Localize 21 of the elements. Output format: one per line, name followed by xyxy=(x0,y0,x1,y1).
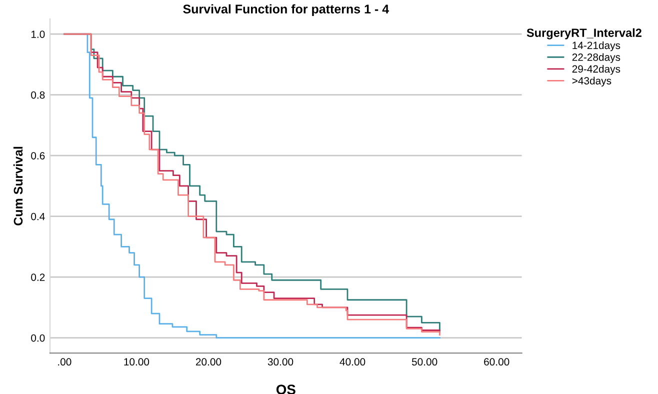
legend-label: 29-42days xyxy=(572,65,620,75)
legend-title: SurgeryRT_Interval2 xyxy=(526,28,642,40)
legend-label: 14-21days xyxy=(572,41,620,52)
y-tick-label: 1.0 xyxy=(31,30,45,38)
y-tick-label: 0.0 xyxy=(31,334,45,342)
x-tick-label: 30.00 xyxy=(268,358,294,366)
chart-title: Survival Function for patterns 1 - 4 xyxy=(183,4,389,16)
y-tick-label: 0.6 xyxy=(31,152,45,160)
x-tick-label: .00 xyxy=(58,358,72,366)
y-tick-label: 0.2 xyxy=(31,274,45,281)
x-tick-label: 40.00 xyxy=(340,358,366,366)
legend-label: 22-28days xyxy=(572,53,620,63)
x-tick-label: 50.00 xyxy=(412,358,438,366)
y-tick-label: 0.8 xyxy=(31,91,45,99)
y-tick-label: 0.4 xyxy=(31,212,45,220)
y-axis-title: Cum Survival xyxy=(13,146,23,226)
x-tick-label: 10.00 xyxy=(124,358,150,366)
x-axis-title: OS xyxy=(276,384,296,394)
x-tick-label: 20.00 xyxy=(196,358,222,366)
x-tick-label: 60.00 xyxy=(484,358,510,366)
legend-label: >43days xyxy=(572,76,612,87)
